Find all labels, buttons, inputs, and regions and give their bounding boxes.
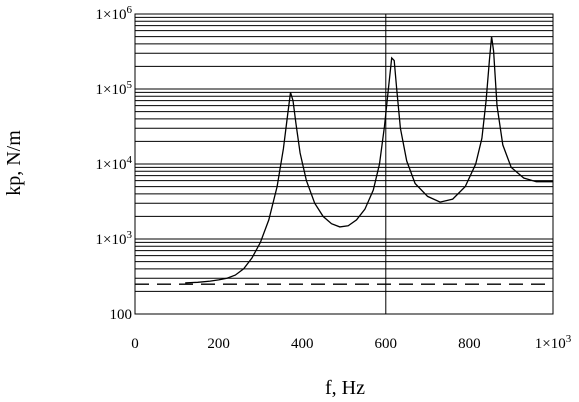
y-tick-labels: 100 1×103 1×104 1×105 1×106 [96,4,133,323]
x-axis-label: f, Hz [325,377,365,399]
series-solid-line [185,36,553,284]
x-tick-label: 800 [458,336,481,352]
x-tick-label: 0 [131,336,139,352]
y-tick-label: 100 [110,307,133,323]
x-tick-label: 1×103 [535,333,572,352]
y-tick-label: 1×104 [96,154,133,173]
plot-frame [134,13,554,315]
x-tick-labels: 0 200 400 600 800 1×103 [131,333,571,352]
x-tick-label: 400 [291,336,314,352]
x-tick-label: 600 [375,336,398,352]
x-tick-label: 200 [207,336,230,352]
y-tick-label: 1×106 [96,4,133,23]
y-tick-label: 1×103 [96,229,133,248]
y-tick-label: 1×105 [96,79,133,98]
series-group [135,36,553,285]
y-axis-label: kp, N/m [3,130,25,196]
grid-lines [135,16,553,292]
